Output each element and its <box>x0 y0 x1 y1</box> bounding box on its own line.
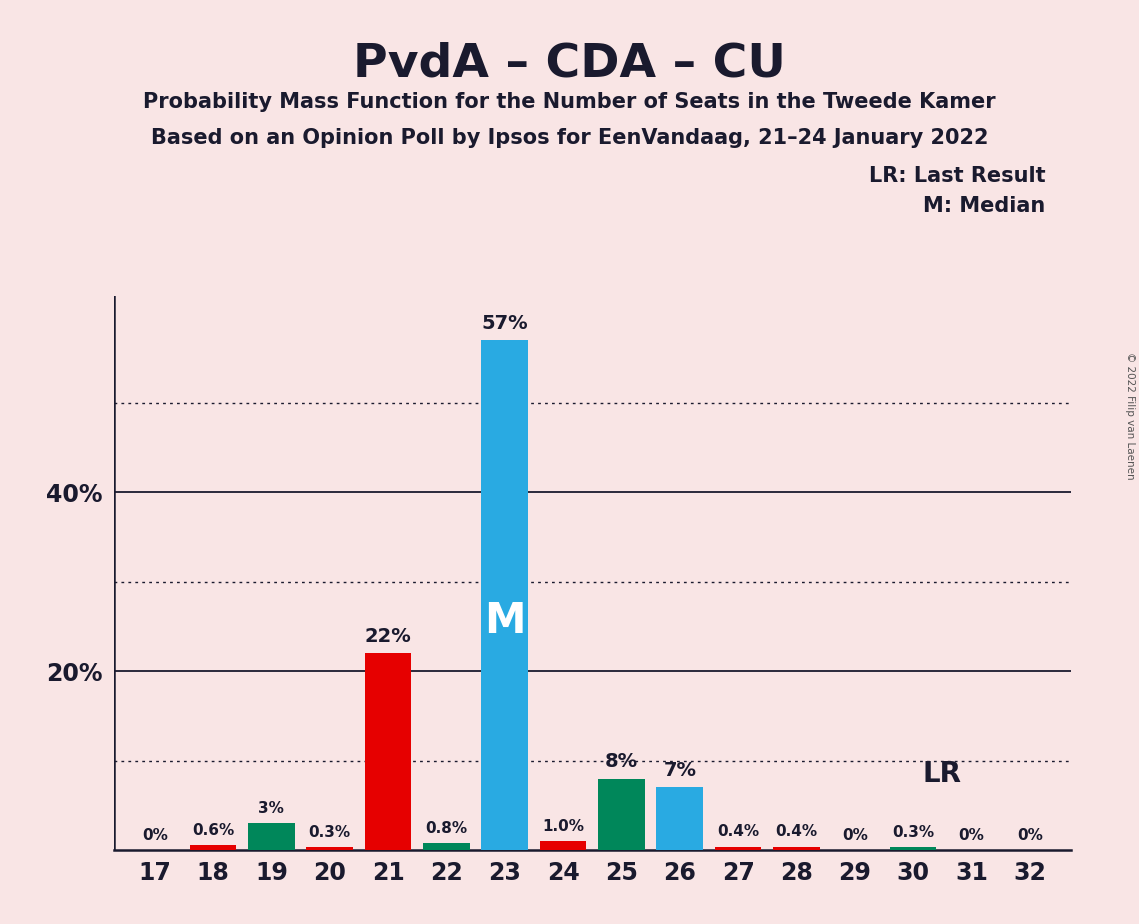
Text: 1.0%: 1.0% <box>542 819 584 834</box>
Text: © 2022 Filip van Laenen: © 2022 Filip van Laenen <box>1125 352 1134 480</box>
Bar <box>598 779 645 850</box>
Bar <box>482 340 528 850</box>
Text: M: Median: M: Median <box>924 196 1046 216</box>
Text: M: M <box>484 600 525 642</box>
Text: 0.3%: 0.3% <box>892 825 934 840</box>
Text: 0%: 0% <box>141 828 167 843</box>
Text: LR: Last Result: LR: Last Result <box>869 166 1046 187</box>
Text: 0.4%: 0.4% <box>776 824 818 839</box>
Bar <box>190 845 237 850</box>
Text: Probability Mass Function for the Number of Seats in the Tweede Kamer: Probability Mass Function for the Number… <box>144 92 995 113</box>
Bar <box>890 847 936 850</box>
Text: 22%: 22% <box>364 627 411 646</box>
Bar <box>540 841 587 850</box>
Bar <box>423 843 469 850</box>
Bar <box>364 653 411 850</box>
Bar <box>715 846 762 850</box>
Text: 7%: 7% <box>663 761 696 781</box>
Bar <box>306 847 353 850</box>
Bar <box>248 823 295 850</box>
Text: 0.6%: 0.6% <box>192 822 235 837</box>
Bar <box>773 846 820 850</box>
Text: 3%: 3% <box>259 801 285 816</box>
Text: 0%: 0% <box>1017 828 1043 843</box>
Text: 0.3%: 0.3% <box>309 825 351 840</box>
Text: 0.4%: 0.4% <box>718 824 760 839</box>
Text: 57%: 57% <box>482 314 528 334</box>
Text: 0%: 0% <box>959 828 984 843</box>
Text: 0%: 0% <box>842 828 868 843</box>
Bar <box>656 787 703 850</box>
Text: Based on an Opinion Poll by Ipsos for EenVandaag, 21–24 January 2022: Based on an Opinion Poll by Ipsos for Ee… <box>150 128 989 148</box>
Text: 0.8%: 0.8% <box>425 821 467 836</box>
Text: LR: LR <box>923 760 961 788</box>
Text: PvdA – CDA – CU: PvdA – CDA – CU <box>353 42 786 87</box>
Text: 8%: 8% <box>605 752 638 772</box>
